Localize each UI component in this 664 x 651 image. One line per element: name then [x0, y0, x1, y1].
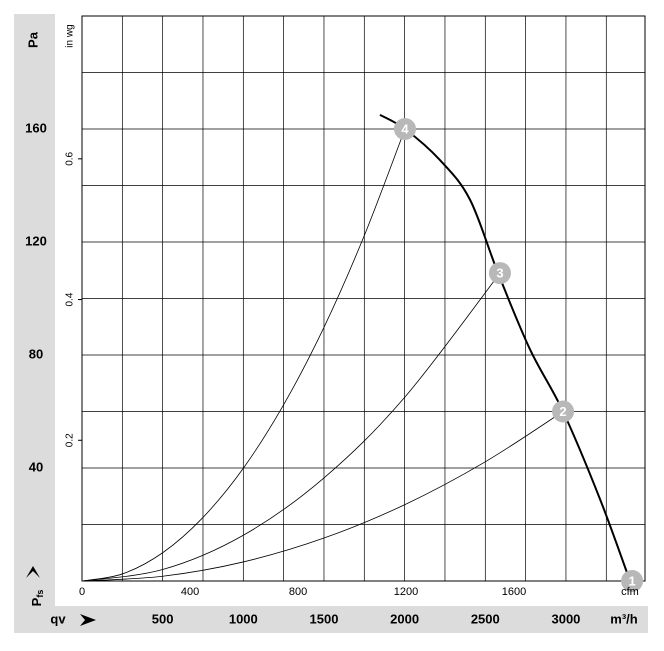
y2-tick-label: 0.6 — [65, 151, 76, 165]
pressure-arrow — [26, 566, 40, 578]
x-axis-band — [14, 606, 648, 633]
y-tick-label: 160 — [25, 120, 47, 135]
y2-tick-label: 0.2 — [65, 433, 76, 447]
operating-point-label: 4 — [401, 121, 409, 136]
y-axis-label: Pa — [25, 31, 40, 48]
x2-tick-label: 1600 — [502, 586, 526, 598]
x2-tick-label: 400 — [181, 586, 199, 598]
operating-point-label: 1 — [628, 573, 635, 588]
flow-arrow — [80, 614, 96, 626]
curve — [81, 128, 406, 582]
x-tick-label: 2500 — [471, 611, 500, 626]
curve — [81, 272, 501, 582]
curve — [379, 113, 631, 582]
pressure-label: Pfs — [29, 590, 45, 607]
operating-point-label: 2 — [559, 404, 566, 419]
x-axis-label: m³/h — [610, 611, 638, 626]
flow-label: qv — [50, 611, 66, 626]
operating-point-label: 3 — [496, 266, 503, 281]
y-tick-label: 80 — [29, 346, 43, 361]
x2-tick-label: 1200 — [394, 586, 418, 598]
x-tick-label: 500 — [152, 611, 174, 626]
operating-point — [552, 400, 575, 423]
x2-axis-label: cfm — [621, 586, 639, 598]
curve — [81, 411, 564, 582]
operating-point — [393, 118, 416, 140]
y-tick-label: 120 — [25, 233, 47, 248]
x-tick-label: 2000 — [390, 611, 419, 626]
x-tick-label: 1500 — [310, 611, 339, 626]
operating-point — [488, 262, 511, 285]
x-tick-label: 1000 — [229, 611, 258, 626]
y-tick-label: 40 — [29, 459, 43, 474]
curves: 4 3 2 1 — [81, 113, 644, 592]
y2-tick-label: 0.4 — [65, 292, 76, 306]
x2-tick-label: 800 — [289, 586, 307, 598]
x2-tick-label: 0 — [79, 586, 85, 598]
y2-axis-label: in wg — [65, 24, 76, 47]
x-tick-label: 3000 — [551, 611, 580, 626]
pressure-main: P — [29, 597, 44, 606]
pressure-sub: fs — [35, 590, 45, 598]
operating-point — [621, 570, 644, 592]
y-axis-band — [14, 14, 55, 633]
grid — [81, 15, 645, 582]
